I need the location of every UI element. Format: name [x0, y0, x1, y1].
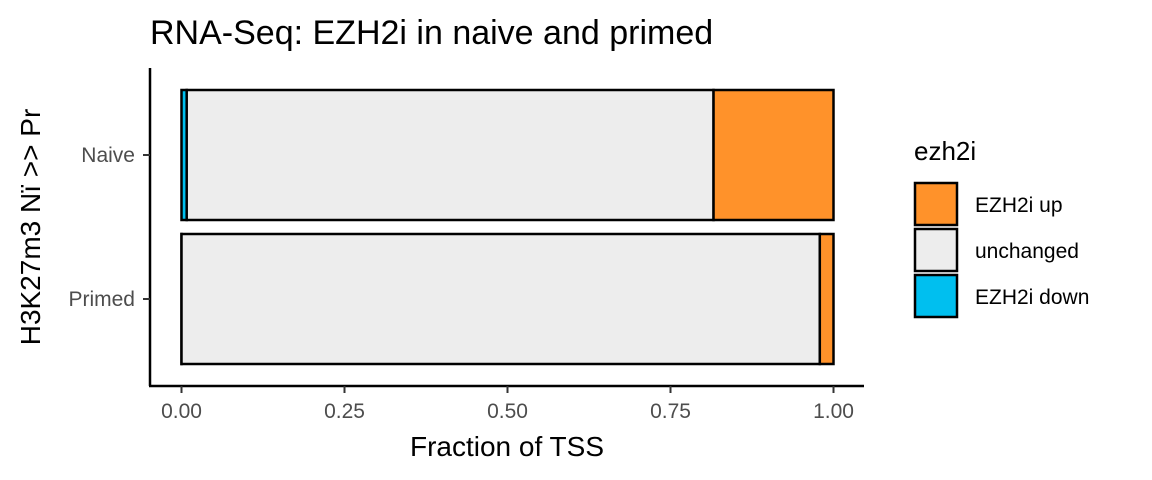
x-tick-label: 0.00 — [161, 400, 202, 423]
x-tick-label: 1.00 — [813, 400, 854, 423]
bar-naive-ezh2i-up — [712, 88, 835, 222]
bar-naive-unchanged — [185, 88, 715, 222]
x-tick-label: 0.50 — [487, 400, 528, 423]
chart-title: RNA-Seq: EZH2i in naive and primed — [150, 14, 713, 52]
legend-swatch-ezh2i-down — [913, 273, 959, 319]
y-tick-label-primed: Primed — [68, 288, 135, 311]
x-ticks-group: 0.00 0.25 0.50 0.75 1.00 — [161, 386, 854, 423]
legend-label-ezh2i-up: EZH2i up — [975, 194, 1063, 217]
legend-title: ezh2i — [914, 136, 976, 166]
y-axis-label: H3K27m3 Nï >> Pr — [15, 109, 46, 346]
y-tick-label-naive: Naive — [81, 144, 135, 167]
legend-label-unchanged: unchanged — [975, 240, 1079, 263]
legend: ezh2i EZH2i up unchanged EZH2i down — [913, 136, 1089, 319]
y-ticks-group: Naive Primed — [68, 144, 150, 311]
x-tick-label: 0.75 — [650, 400, 691, 423]
bar-primed-ezh2i-up — [818, 232, 835, 366]
x-axis-label: Fraction of TSS — [410, 431, 604, 462]
bars-group — [180, 88, 835, 366]
legend-label-ezh2i-down: EZH2i down — [975, 286, 1089, 309]
bar-primed-unchanged — [180, 232, 822, 366]
x-tick-label: 0.25 — [324, 400, 365, 423]
legend-swatch-ezh2i-up — [913, 181, 959, 227]
legend-swatch-unchanged — [913, 227, 959, 273]
